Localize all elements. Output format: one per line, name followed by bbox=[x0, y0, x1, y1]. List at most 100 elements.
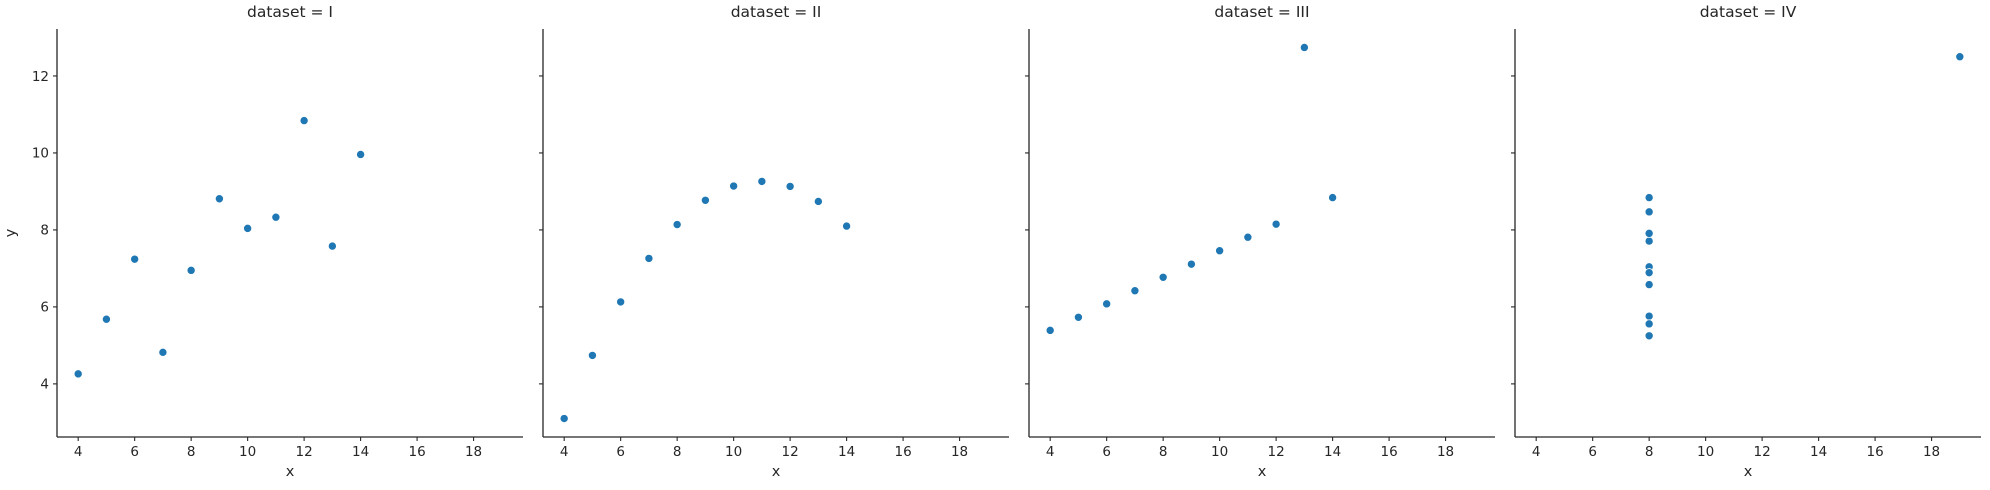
facet-panel-I: 4 6 8 10 12 14 16 18 4 6 8 10 12 dataset = I x y bbox=[3, 3, 523, 480]
data-point bbox=[1644, 228, 1654, 238]
x-tick-label: 14 bbox=[352, 444, 369, 460]
y-ticks bbox=[1025, 75, 1029, 385]
data-point bbox=[1644, 331, 1654, 341]
data-point bbox=[1644, 280, 1654, 290]
x-tick-label: 14 bbox=[1324, 444, 1341, 460]
data-point bbox=[587, 350, 597, 360]
data-point bbox=[1073, 312, 1083, 322]
y-ticks: 4 6 8 10 12 bbox=[32, 69, 57, 393]
x-tick-label: 18 bbox=[1923, 444, 1940, 460]
data-point bbox=[130, 254, 140, 264]
x-tick-label: 4 bbox=[74, 444, 83, 460]
x-ticks: 4 6 8 10 12 14 16 18 bbox=[1532, 437, 1940, 460]
y-ticks bbox=[1511, 75, 1515, 385]
data-point bbox=[243, 223, 253, 233]
y-tick-label: 12 bbox=[32, 69, 49, 85]
x-tick-label: 4 bbox=[560, 444, 569, 460]
data-point bbox=[1215, 246, 1225, 256]
data-point bbox=[785, 181, 795, 191]
data-point bbox=[101, 314, 111, 324]
data-point bbox=[1328, 193, 1338, 203]
data-point bbox=[1045, 325, 1055, 335]
data-point bbox=[158, 347, 168, 357]
data-point bbox=[1102, 299, 1112, 309]
data-point bbox=[842, 221, 852, 231]
x-tick-label: 12 bbox=[296, 444, 313, 460]
x-tick-label: 6 bbox=[130, 444, 139, 460]
scatter-points bbox=[1045, 42, 1338, 335]
data-point bbox=[1130, 286, 1140, 296]
x-tick-label: 4 bbox=[1046, 444, 1055, 460]
x-tick-label: 8 bbox=[673, 444, 682, 460]
x-ticks: 4 6 8 10 12 14 16 18 bbox=[560, 437, 968, 460]
y-tick-label: 4 bbox=[40, 377, 49, 393]
x-tick-label: 14 bbox=[1810, 444, 1827, 460]
x-tick-label: 18 bbox=[951, 444, 968, 460]
data-point bbox=[813, 196, 823, 206]
x-tick-label: 8 bbox=[187, 444, 196, 460]
data-point bbox=[214, 194, 224, 204]
x-tick-label: 16 bbox=[408, 444, 425, 460]
facet-panel-II: 4 6 8 10 12 14 16 18 dataset = II x bbox=[539, 3, 1009, 480]
data-point bbox=[672, 220, 682, 230]
x-axis-label: x bbox=[1744, 464, 1753, 480]
data-point bbox=[1955, 52, 1965, 62]
x-tick-label: 10 bbox=[725, 444, 742, 460]
data-point bbox=[616, 297, 626, 307]
data-point bbox=[186, 265, 196, 275]
x-ticks: 4 6 8 10 12 14 16 18 bbox=[1046, 437, 1454, 460]
scatter-points bbox=[1644, 52, 1965, 341]
x-tick-label: 10 bbox=[239, 444, 256, 460]
data-point bbox=[1299, 42, 1309, 52]
data-point bbox=[73, 369, 83, 379]
x-tick-label: 14 bbox=[838, 444, 855, 460]
x-tick-label: 4 bbox=[1532, 444, 1541, 460]
data-point bbox=[356, 149, 366, 159]
y-ticks bbox=[539, 75, 543, 385]
facet-title: dataset = I bbox=[247, 3, 333, 21]
x-tick-label: 8 bbox=[1159, 444, 1168, 460]
facet-title: dataset = II bbox=[731, 3, 822, 21]
scatter-points bbox=[73, 116, 366, 379]
x-tick-label: 16 bbox=[1380, 444, 1397, 460]
x-tick-label: 6 bbox=[1102, 444, 1111, 460]
x-tick-label: 10 bbox=[1697, 444, 1714, 460]
data-point bbox=[1186, 259, 1196, 269]
x-tick-label: 12 bbox=[1268, 444, 1285, 460]
data-point bbox=[1644, 311, 1654, 321]
x-tick-label: 18 bbox=[1437, 444, 1454, 460]
facet-title: dataset = IV bbox=[1700, 3, 1797, 21]
data-point bbox=[299, 116, 309, 126]
data-point bbox=[1644, 319, 1654, 329]
x-tick-label: 12 bbox=[1754, 444, 1771, 460]
data-point bbox=[757, 176, 767, 186]
scatter-points bbox=[559, 176, 852, 424]
x-ticks: 4 6 8 10 12 14 16 18 bbox=[74, 437, 482, 460]
data-point bbox=[271, 212, 281, 222]
data-point bbox=[559, 414, 569, 424]
data-point bbox=[644, 253, 654, 263]
x-axis-label: x bbox=[1258, 464, 1267, 480]
x-tick-label: 16 bbox=[1866, 444, 1883, 460]
x-axis-label: x bbox=[286, 464, 295, 480]
data-point bbox=[729, 181, 739, 191]
data-point bbox=[327, 241, 337, 251]
data-point bbox=[1644, 268, 1654, 278]
facet-panel-III: 4 6 8 10 12 14 16 18 dataset = III x bbox=[1025, 3, 1495, 480]
y-tick-label: 8 bbox=[40, 223, 49, 239]
x-tick-label: 18 bbox=[465, 444, 482, 460]
data-point bbox=[1271, 219, 1281, 229]
data-point bbox=[1644, 193, 1654, 203]
x-tick-label: 8 bbox=[1645, 444, 1654, 460]
y-tick-label: 10 bbox=[32, 146, 49, 162]
x-axis-label: x bbox=[772, 464, 781, 480]
y-tick-label: 6 bbox=[40, 300, 49, 316]
facet-panel-IV: 4 6 8 10 12 14 16 18 dataset = IV x bbox=[1511, 3, 1981, 480]
x-tick-label: 12 bbox=[782, 444, 799, 460]
facet-title: dataset = III bbox=[1214, 3, 1309, 21]
x-tick-label: 6 bbox=[616, 444, 625, 460]
x-tick-label: 16 bbox=[894, 444, 911, 460]
data-point bbox=[700, 195, 710, 205]
